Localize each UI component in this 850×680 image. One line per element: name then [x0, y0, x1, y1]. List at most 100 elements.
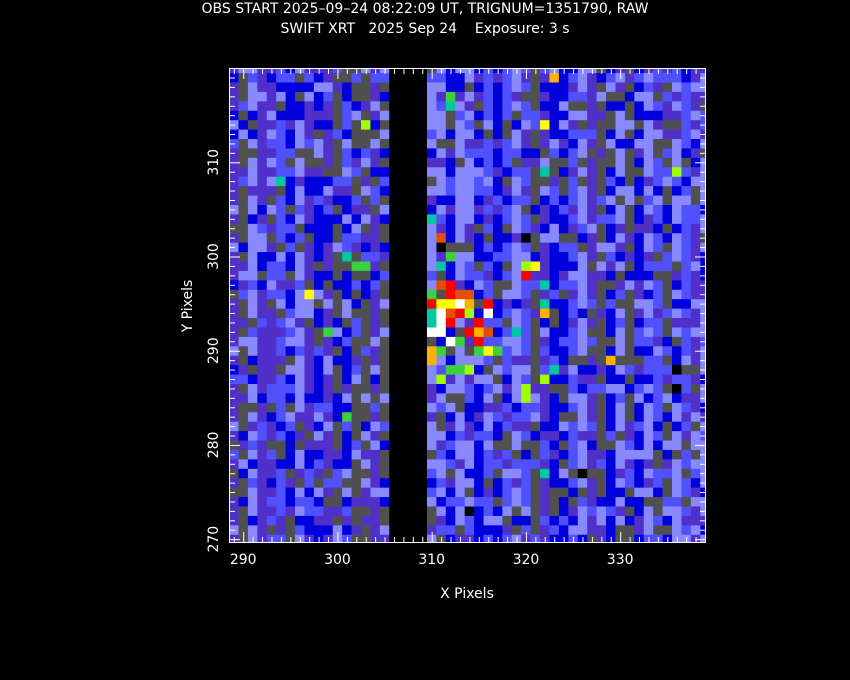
pixel-cell — [511, 195, 522, 205]
pixel-cell — [502, 487, 513, 498]
pixel-cell — [596, 91, 607, 102]
pixel-cell — [417, 421, 428, 432]
pixel-cell — [643, 129, 654, 140]
pixel-cell — [606, 496, 616, 507]
pixel-cell — [247, 308, 258, 319]
pixel-cell — [672, 101, 682, 111]
pixel-cell — [606, 204, 616, 215]
pixel-cell — [379, 421, 390, 432]
pixel-cell — [700, 534, 706, 543]
pixel-cell — [445, 138, 456, 149]
pixel-cell — [558, 374, 569, 384]
pixel-cell — [653, 506, 663, 516]
pixel-cell — [596, 232, 607, 243]
pixel-cell — [624, 525, 635, 535]
pixel-cell — [332, 421, 343, 432]
pixel-cell — [408, 119, 418, 130]
pixel-cell — [351, 487, 362, 498]
pixel-cell — [596, 393, 607, 403]
pixel-cell — [436, 157, 447, 168]
pixel-cell — [587, 166, 597, 177]
pixel-cell — [445, 525, 456, 535]
pixel-cell — [455, 346, 465, 356]
pixel-cell — [247, 506, 258, 516]
pixel-cell — [624, 129, 635, 140]
pixel-cell — [492, 72, 503, 83]
pixel-cell — [398, 487, 409, 498]
pixel-cell — [304, 374, 315, 384]
pixel-cell — [342, 166, 352, 177]
pixel-cell — [455, 119, 465, 130]
pixel-cell — [342, 459, 352, 469]
pixel-cell — [492, 515, 503, 526]
pixel-cell — [530, 101, 541, 111]
pixel-cell — [323, 355, 334, 366]
pixel-cell — [615, 232, 626, 243]
pixel-cell — [361, 383, 371, 394]
pixel-cell — [351, 232, 362, 243]
pixel-cell — [266, 308, 277, 319]
pixel-cell — [257, 327, 268, 337]
pixel-cell — [295, 82, 305, 92]
pixel-cell — [681, 346, 692, 356]
pixel-cell — [568, 336, 579, 347]
pixel-cell — [549, 440, 560, 450]
pixel-cell — [530, 374, 541, 384]
pixel-cell — [285, 298, 296, 309]
pixel-cell — [276, 327, 286, 337]
pixel-cell — [643, 393, 654, 403]
pixel-cell — [681, 402, 692, 413]
pixel-cell — [690, 166, 701, 177]
pixel-cell — [474, 232, 484, 243]
pixel-cell — [568, 214, 579, 224]
pixel-cell — [558, 195, 569, 205]
pixel-cell — [426, 166, 437, 177]
pixel-cell — [502, 148, 513, 158]
pixel-cell — [615, 148, 626, 158]
pixel-cell — [690, 119, 701, 130]
pixel-cell — [634, 214, 645, 224]
pixel-cell — [577, 506, 588, 516]
pixel-cell — [511, 72, 522, 83]
pixel-cell — [238, 525, 249, 535]
pixel-cell — [653, 72, 663, 83]
pixel-cell — [492, 195, 503, 205]
pixel-cell — [295, 157, 305, 168]
pixel-cell — [690, 232, 701, 243]
pixel-cell — [511, 355, 522, 366]
pixel-cell — [634, 72, 645, 83]
pixel-cell — [681, 101, 692, 111]
pixel-cell — [596, 261, 607, 271]
pixel-cell — [323, 477, 334, 488]
pixel-cell — [700, 69, 706, 74]
pixel-cell — [681, 110, 692, 121]
pixel-cell — [351, 289, 362, 300]
pixel-cell — [445, 383, 456, 394]
pixel-cell — [370, 383, 381, 394]
pixel-cell — [587, 346, 597, 356]
pixel-cell — [511, 261, 522, 271]
pixel-cell — [587, 138, 597, 149]
pixel-cell — [361, 82, 371, 92]
pixel-cell — [624, 119, 635, 130]
pixel-cell — [304, 487, 315, 498]
pixel-cell — [521, 430, 531, 441]
pixel-cell — [285, 242, 296, 253]
pixel-cell — [455, 185, 465, 196]
pixel-cell — [492, 91, 503, 102]
pixel-cell — [455, 317, 465, 328]
pixel-cell — [540, 251, 550, 262]
pixel-cell — [426, 308, 437, 319]
pixel-cell — [606, 138, 616, 149]
pixel-cell — [304, 459, 315, 469]
pixel-cell — [398, 204, 409, 215]
pixel-cell — [681, 525, 692, 535]
pixel-cell — [662, 82, 673, 92]
pixel-cell — [436, 525, 447, 535]
pixel-cell — [342, 506, 352, 516]
pixel-cell — [389, 166, 399, 177]
x-axis-label: X Pixels — [440, 586, 494, 602]
pixel-cell — [596, 317, 607, 328]
pixel-cell — [361, 119, 371, 130]
pixel-cell — [474, 421, 484, 432]
